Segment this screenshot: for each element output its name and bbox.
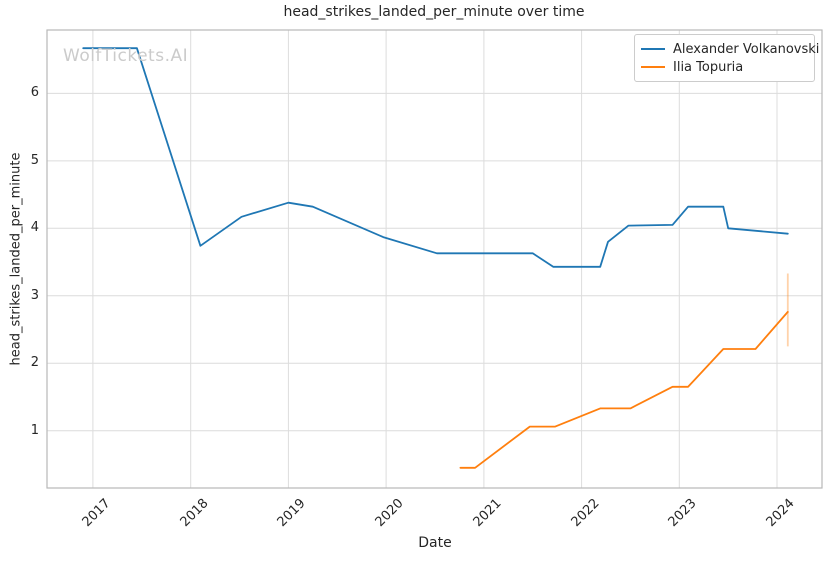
legend-line-swatch-orange [641, 66, 665, 68]
plot-border [46, 29, 823, 489]
y-axis-label: head_strikes_landed_per_minute [8, 152, 24, 366]
y-tick-label: 4 [30, 220, 39, 236]
legend-line-swatch-blue [641, 48, 665, 50]
watermark: WolfTickets.AI [63, 46, 189, 66]
y-tick-label: 2 [30, 355, 39, 371]
y-tick-label: 5 [30, 152, 39, 168]
x-axis-label: Date [418, 535, 452, 551]
y-tick-label: 6 [30, 85, 39, 101]
y-tick-label: 1 [30, 422, 39, 438]
legend: Alexander Volkanovski Ilia Topuria [634, 34, 819, 82]
legend-entry-topuria: Ilia Topuria [641, 58, 806, 76]
series-layer [82, 47, 789, 469]
chart-title: head_strikes_landed_per_minute over time [283, 4, 585, 20]
legend-entry-volkanovski: Alexander Volkanovski [641, 40, 819, 58]
series-line-alexander-volkanovski [82, 47, 789, 268]
series-line-ilia-topuria [459, 310, 789, 469]
grid-layer [47, 30, 822, 488]
y-tick-label: 3 [30, 287, 39, 303]
legend-label: Alexander Volkanovski [673, 41, 820, 57]
legend-label: Ilia Topuria [673, 59, 744, 75]
